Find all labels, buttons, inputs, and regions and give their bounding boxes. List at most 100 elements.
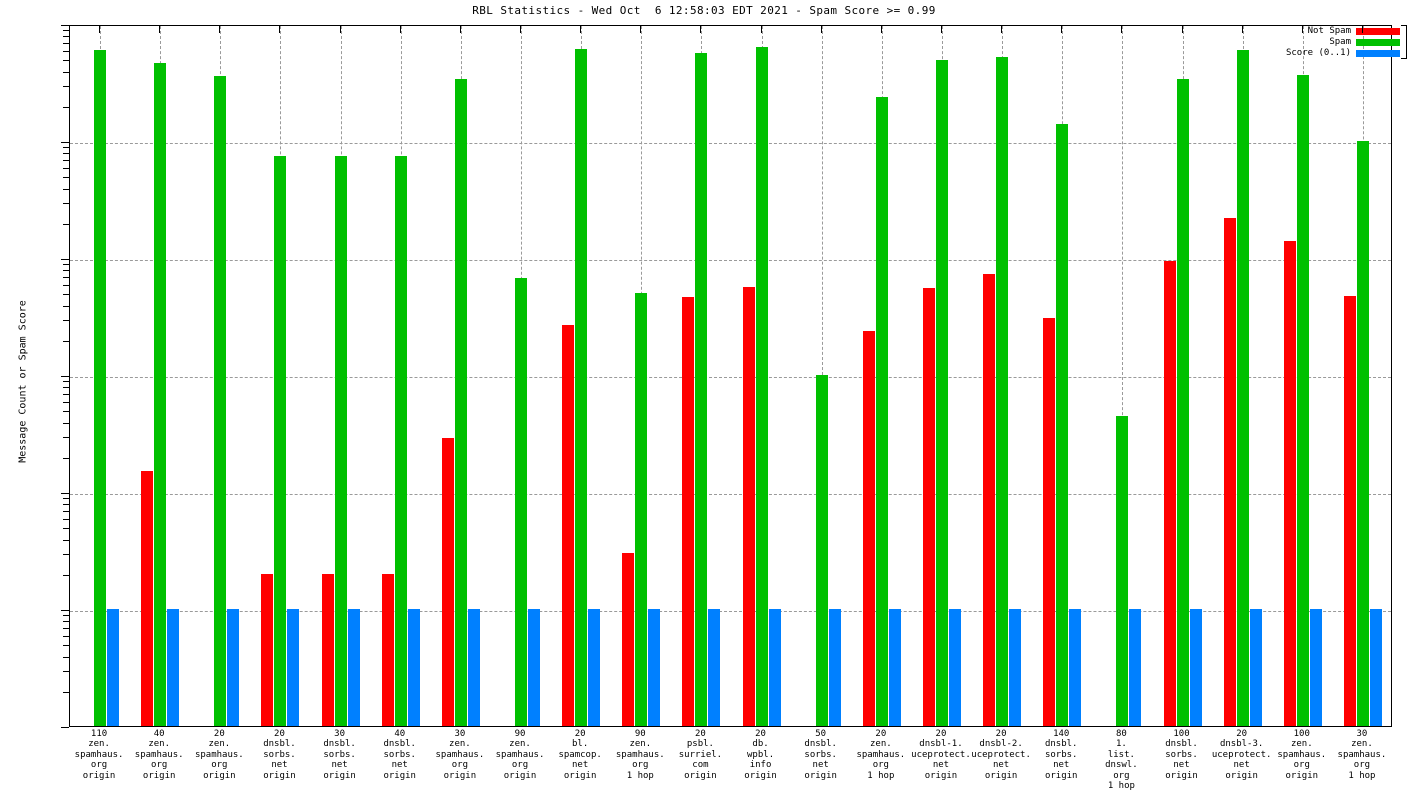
- y-tick-minor: [63, 381, 69, 383]
- y-tick-minor: [63, 691, 69, 693]
- x-tick: [760, 25, 762, 33]
- y-tick-minor: [63, 554, 69, 556]
- x-tick: [399, 25, 401, 33]
- y-tick-minor: [63, 43, 69, 45]
- bar-score-0-1: [648, 609, 661, 726]
- legend-bracket: [1401, 25, 1407, 59]
- y-tick-minor: [63, 411, 69, 413]
- y-tick-minor: [63, 277, 69, 279]
- y-tick-minor: [63, 60, 69, 62]
- bar-not-spam: [321, 573, 334, 726]
- y-tick-minor: [63, 671, 69, 673]
- bar-score-0-1: [588, 609, 601, 726]
- bar-spam: [94, 49, 107, 726]
- y-tick-minor: [63, 528, 69, 530]
- bar-not-spam: [862, 330, 875, 726]
- bar-score-0-1: [1249, 609, 1262, 726]
- bar-score-0-1: [948, 609, 961, 726]
- bar-score-0-1: [708, 609, 721, 726]
- y-tick-minor: [63, 422, 69, 424]
- bar-spam: [1056, 123, 1069, 726]
- x-tick: [1301, 25, 1303, 33]
- y-tick-minor: [63, 656, 69, 658]
- gridline-vertical: [1122, 26, 1124, 726]
- x-tick: [159, 25, 161, 33]
- x-tick: [880, 25, 882, 33]
- x-axis-group-label: 110 zen. spamhaus. org origin: [74, 729, 124, 781]
- x-axis-group-label: 20 dnsbl. sorbs. net origin: [263, 729, 296, 781]
- bar-spam: [1236, 49, 1249, 726]
- bar-spam: [1296, 74, 1309, 726]
- bar-not-spam: [441, 437, 454, 726]
- bar-not-spam: [1223, 217, 1236, 726]
- legend-swatch: [1356, 49, 1400, 57]
- x-axis-group-label: 30 zen. spamhaus. org 1 hop: [1337, 729, 1387, 781]
- bar-score-0-1: [167, 609, 180, 726]
- bar-score-0-1: [287, 609, 300, 726]
- y-tick-major: [61, 25, 69, 26]
- x-axis-group-label: 20 db. wpbl. info origin: [744, 729, 777, 781]
- y-axis-label: Message Count or Spam Score: [17, 300, 29, 463]
- x-tick: [459, 25, 461, 33]
- y-tick-minor: [63, 167, 69, 169]
- y-tick-major: [61, 259, 69, 260]
- y-tick-minor: [63, 147, 69, 149]
- bar-spam: [1176, 78, 1189, 726]
- legend-label: Not Spam: [1307, 26, 1351, 36]
- bar-spam: [1356, 141, 1369, 726]
- x-axis-group-label: 20 dnsbl-2. uceprotect. net origin: [971, 729, 1031, 781]
- x-axis-labels: 110 zen. spamhaus. org origin 40 zen. spa…: [0, 729, 1408, 792]
- y-tick-minor: [63, 86, 69, 88]
- legend-label: Score (0..1): [1285, 48, 1351, 58]
- bar-score-0-1: [227, 609, 240, 726]
- bar-score-0-1: [1189, 609, 1202, 726]
- y-tick-minor: [63, 203, 69, 205]
- bar-spam: [274, 155, 287, 726]
- y-tick-minor: [63, 71, 69, 73]
- bar-score-0-1: [1129, 609, 1142, 726]
- bar-score-0-1: [467, 609, 480, 726]
- y-tick-minor: [63, 437, 69, 439]
- bar-spam: [515, 278, 528, 726]
- legend-swatch: [1356, 38, 1400, 46]
- y-tick-major: [61, 610, 69, 611]
- x-axis-group-label: 100 zen. spamhaus. org origin: [1277, 729, 1327, 781]
- y-tick-minor: [63, 387, 69, 389]
- y-tick-major: [61, 493, 69, 494]
- bar-spam: [334, 155, 347, 726]
- y-tick-minor: [63, 504, 69, 506]
- bar-not-spam: [1343, 296, 1356, 726]
- y-tick-minor: [63, 511, 69, 513]
- bar-spam: [996, 57, 1009, 726]
- bar-spam: [154, 63, 167, 726]
- bar-not-spam: [922, 288, 935, 726]
- x-tick: [1361, 25, 1363, 33]
- y-tick-minor: [63, 635, 69, 637]
- y-tick-minor: [63, 457, 69, 459]
- bar-not-spam: [1163, 260, 1176, 726]
- y-tick-major: [61, 727, 69, 728]
- y-tick-minor: [63, 294, 69, 296]
- legend-item: Spam: [1329, 37, 1400, 47]
- bar-not-spam: [1043, 317, 1056, 726]
- legend-item: Not Spam: [1308, 26, 1400, 36]
- gridline-horizontal: [70, 611, 1391, 612]
- x-axis-group-label: 40 dnsbl. sorbs. net origin: [383, 729, 416, 781]
- gridline-horizontal: [70, 377, 1391, 378]
- x-tick: [640, 25, 642, 33]
- y-tick-major: [61, 376, 69, 377]
- x-axis-group-label: 90 zen. spamhaus. org 1 hop: [615, 729, 665, 781]
- bar-score-0-1: [407, 609, 420, 726]
- y-tick-minor: [63, 270, 69, 272]
- bar-spam: [755, 47, 768, 726]
- x-tick: [700, 25, 702, 33]
- y-tick-minor: [63, 153, 69, 155]
- legend-swatch: [1356, 27, 1400, 35]
- legend-label: Spam: [1329, 37, 1351, 47]
- x-axis-group-label: 30 zen. spamhaus. org origin: [435, 729, 485, 781]
- bar-spam: [454, 78, 467, 726]
- y-tick-minor: [63, 615, 69, 617]
- y-tick-minor: [63, 518, 69, 520]
- x-tick: [1061, 25, 1063, 33]
